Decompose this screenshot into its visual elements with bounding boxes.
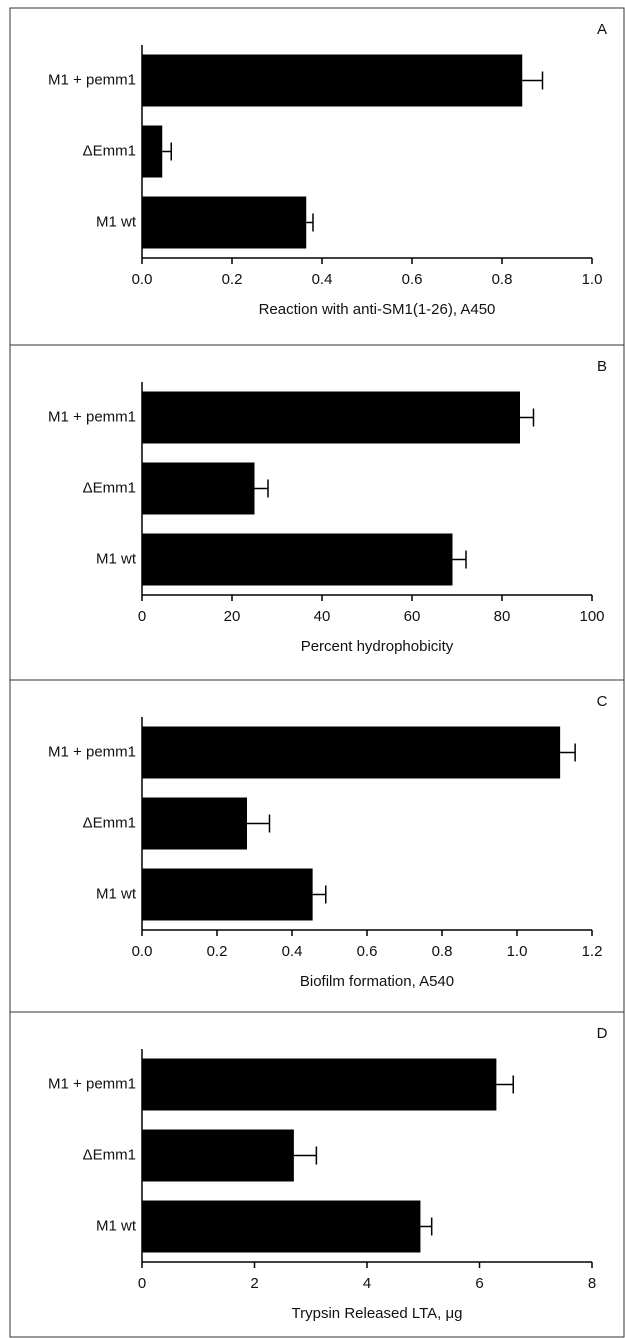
bar (142, 726, 561, 779)
x-tick-label: 0.4 (282, 943, 303, 960)
error-bar (520, 408, 535, 427)
error-bar (452, 550, 467, 569)
panel-label: C (597, 693, 608, 710)
category-label: M1 wt (96, 885, 137, 902)
bar (142, 1058, 497, 1111)
x-tick-label: 4 (363, 1275, 371, 1292)
x-axis-label: Trypsin Released LTA, μg (292, 1305, 463, 1322)
category-label: M1 + pemm1 (48, 743, 136, 760)
error-bar (247, 814, 271, 833)
bar (142, 1129, 294, 1182)
category-label: ΔEmm1 (83, 142, 136, 159)
panel-label: A (597, 21, 607, 38)
error-bar (254, 479, 269, 498)
x-tick-label: 0.6 (357, 943, 378, 960)
x-axis-label: Biofilm formation, A540 (300, 973, 454, 990)
category-label: M1 wt (96, 1217, 137, 1234)
error-bar (560, 743, 576, 762)
category-label: M1 + pemm1 (48, 71, 136, 88)
x-tick-label: 0.8 (432, 943, 453, 960)
category-label: M1 wt (96, 213, 137, 230)
x-tick-label: 0.4 (312, 271, 333, 288)
bar (142, 462, 255, 515)
panel-frame (9, 1011, 625, 1338)
x-tick-label: 20 (224, 608, 241, 625)
x-tick-label: 8 (588, 1275, 596, 1292)
bar (142, 533, 453, 586)
error-bar (162, 142, 172, 161)
error-bar (306, 213, 314, 232)
x-tick-label: 0.8 (492, 271, 513, 288)
bar (142, 1200, 421, 1253)
category-label: M1 wt (96, 550, 137, 567)
x-tick-label: 80 (494, 608, 511, 625)
bar (142, 196, 307, 249)
x-tick-label: 2 (250, 1275, 258, 1292)
panel-label: B (597, 358, 607, 375)
x-tick-label: 6 (475, 1275, 483, 1292)
error-bar (420, 1217, 433, 1236)
category-label: ΔEmm1 (83, 1146, 136, 1163)
x-tick-label: 0 (138, 1275, 146, 1292)
bar (142, 868, 313, 921)
x-tick-label: 0.0 (132, 271, 153, 288)
x-tick-label: 0.6 (402, 271, 423, 288)
x-tick-label: 1.0 (507, 943, 528, 960)
x-tick-label: 40 (314, 608, 331, 625)
x-tick-label: 0.0 (132, 943, 153, 960)
category-label: ΔEmm1 (83, 479, 136, 496)
error-bar (522, 71, 544, 90)
category-label: M1 + pemm1 (48, 1075, 136, 1092)
bar (142, 54, 523, 107)
x-tick-label: 60 (404, 608, 421, 625)
error-bar (312, 885, 327, 904)
x-tick-label: 0 (138, 608, 146, 625)
panel-label: D (597, 1025, 608, 1042)
x-axis-label: Percent hydrophobicity (301, 638, 454, 655)
x-tick-label: 1.2 (582, 943, 603, 960)
x-tick-label: 0.2 (207, 943, 228, 960)
bar (142, 797, 247, 850)
x-tick-label: 0.2 (222, 271, 243, 288)
category-label: M1 + pemm1 (48, 408, 136, 425)
category-label: ΔEmm1 (83, 814, 136, 831)
error-bar (496, 1075, 514, 1094)
x-tick-label: 100 (579, 608, 604, 625)
x-axis-label: Reaction with anti-SM1(1-26), A450 (259, 301, 496, 318)
bar (142, 391, 520, 444)
bar (142, 125, 163, 178)
error-bar (293, 1146, 318, 1165)
x-tick-label: 1.0 (582, 271, 603, 288)
